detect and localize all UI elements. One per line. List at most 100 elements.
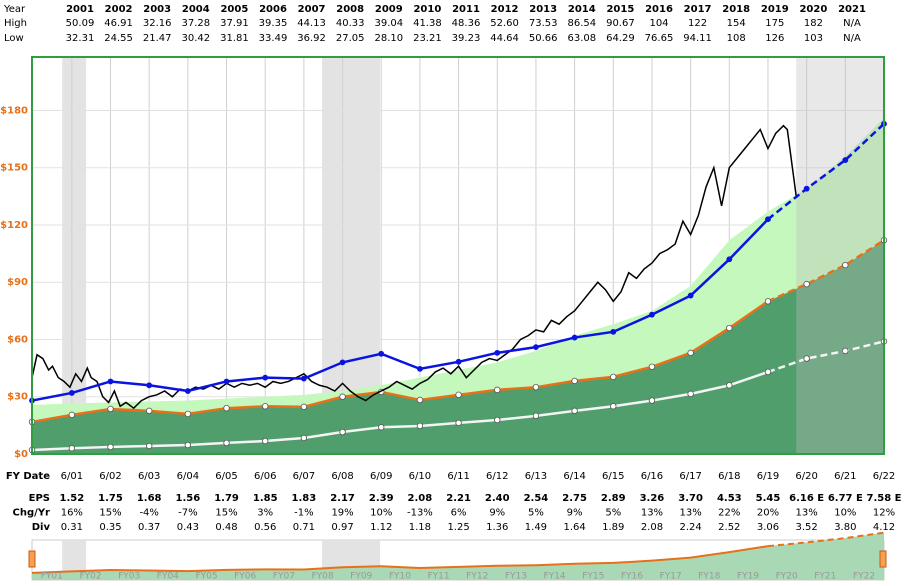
marker: [184, 388, 191, 394]
line: [767, 340, 885, 374]
y-tick-label: $150: [0, 163, 28, 174]
cell: 4.53: [717, 493, 742, 504]
cell: 15%: [99, 508, 121, 519]
year: 2002: [105, 4, 133, 15]
cell: 10%: [370, 508, 392, 519]
navigator-label: FY11: [428, 572, 450, 582]
cell: -4%: [139, 508, 158, 519]
year: 2006: [259, 4, 287, 15]
marker: [223, 378, 230, 385]
cell: 27.05: [336, 33, 365, 44]
cell: 19%: [331, 508, 353, 519]
cell: 6.16 E: [789, 493, 824, 504]
marker: [416, 422, 424, 430]
cell: 5.45: [756, 493, 781, 504]
x-tick-label: 6/08: [331, 471, 353, 482]
navigator-label: FY19: [737, 572, 759, 582]
marker: [532, 383, 540, 391]
marker: [262, 403, 269, 410]
cell: 9%: [567, 508, 583, 519]
cell: 3.06: [757, 522, 779, 533]
navigator-label: FY17: [660, 572, 682, 582]
cell: 2.24: [679, 522, 701, 533]
x-tick-label: 6/14: [563, 471, 585, 482]
cell: 44.64: [490, 33, 519, 44]
marker: [300, 403, 308, 411]
cell: 33.49: [259, 33, 288, 44]
year: 2018: [722, 4, 750, 15]
navigator-label: FY08: [311, 572, 333, 582]
navigator-shade: [62, 540, 87, 580]
x-tick-label: 6/01: [61, 471, 83, 482]
cell: 64.29: [606, 33, 635, 44]
x-tick-label: 6/13: [525, 471, 547, 482]
cell: 37.28: [181, 18, 210, 29]
cell: 90.67: [606, 18, 635, 29]
marker: [339, 359, 346, 366]
marker: [68, 390, 75, 396]
cell: 1.25: [447, 522, 469, 533]
cell: 1.49: [525, 522, 547, 533]
x-tick-label: 6/04: [177, 471, 199, 482]
marker: [649, 311, 655, 318]
navigator-handle[interactable]: [28, 550, 36, 568]
cell: 3.80: [834, 522, 856, 533]
cell: 50.09: [66, 18, 95, 29]
marker: [803, 355, 810, 362]
navigator-area: [32, 532, 884, 580]
navigator-label: FY04: [157, 572, 179, 582]
cell: 154: [727, 18, 746, 29]
marker: [455, 391, 462, 399]
x-tick-label: 6/03: [138, 471, 160, 482]
marker: [687, 349, 694, 357]
cell: 9%: [489, 508, 505, 519]
marker: [455, 419, 462, 427]
year: 2012: [491, 4, 519, 15]
x-tick-label: 6/12: [486, 471, 508, 482]
navigator-label: FY07: [273, 572, 295, 582]
cell: 2.21: [446, 493, 471, 504]
navigator-label: FY22: [853, 572, 875, 582]
marker: [107, 378, 114, 385]
marker: [107, 443, 114, 451]
marker: [68, 445, 76, 452]
cell: 10%: [834, 508, 856, 519]
cell: 1.89: [602, 522, 624, 533]
cell: 1.68: [137, 493, 162, 504]
cell: 24.55: [104, 33, 133, 44]
x-tick-label: 6/16: [641, 471, 663, 482]
line: [31, 300, 769, 424]
marker: [494, 349, 501, 356]
cell: 0.43: [177, 522, 199, 533]
marker: [842, 157, 849, 163]
cell: 108: [727, 33, 746, 44]
cell: 0.35: [99, 522, 121, 533]
row-label: Div: [32, 522, 51, 533]
year-header: Year: [3, 4, 26, 15]
x-tick-label: 6/05: [215, 471, 237, 482]
cell: 16%: [61, 508, 83, 519]
cell: 2.89: [601, 493, 626, 504]
cell: 1.12: [370, 522, 392, 533]
marker: [765, 216, 771, 223]
marker: [416, 396, 424, 404]
cell: 48.36: [452, 18, 481, 29]
cell: 1.52: [59, 493, 84, 504]
year: 2020: [799, 4, 827, 15]
line: [767, 122, 885, 221]
line: [31, 218, 769, 402]
marker: [455, 358, 462, 365]
row-label: EPS: [29, 493, 50, 504]
cell: 44.13: [297, 18, 326, 29]
navigator-label: FY03: [118, 572, 140, 582]
navigator-handle[interactable]: [879, 550, 887, 568]
cell: 39.04: [374, 18, 403, 29]
line: [31, 370, 769, 452]
year: 2003: [143, 4, 171, 15]
cell: 94.11: [683, 33, 712, 44]
marker: [378, 424, 385, 431]
cell: 2.54: [524, 493, 549, 504]
year: 2021: [838, 4, 866, 15]
year: 2001: [66, 4, 94, 15]
navigator-label: FY16: [621, 572, 643, 582]
